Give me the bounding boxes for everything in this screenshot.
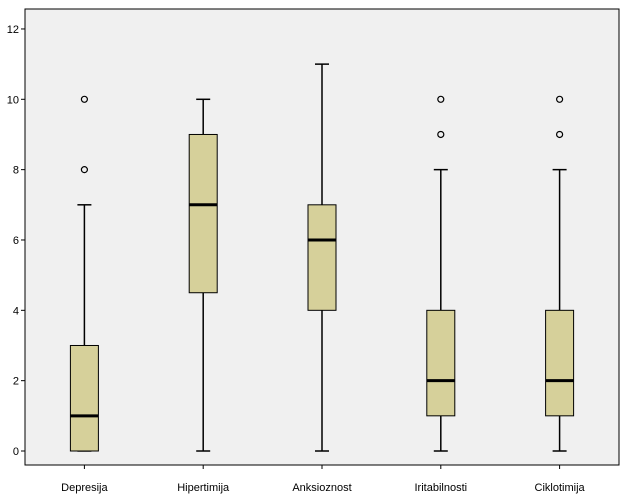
iqr-box bbox=[545, 309, 575, 417]
box-iritabilnosti bbox=[426, 95, 456, 452]
outlier-point bbox=[437, 130, 445, 139]
x-tick-label: Iritabilnosti bbox=[415, 482, 468, 494]
iqr-box bbox=[188, 133, 218, 294]
x-tick-label: Ciklotimija bbox=[535, 482, 586, 494]
y-tick-label: 6 bbox=[13, 235, 19, 247]
y-tick-label: 10 bbox=[7, 94, 19, 106]
outlier-point bbox=[555, 95, 564, 103]
y-tick-label: 4 bbox=[13, 305, 19, 317]
box-series bbox=[69, 63, 575, 452]
x-tick-label: Depresija bbox=[61, 482, 108, 494]
y-tick-label: 2 bbox=[13, 376, 19, 388]
outlier-point bbox=[80, 166, 89, 174]
x-tick-label: Hipertimija bbox=[177, 482, 230, 494]
outlier-point bbox=[437, 95, 445, 103]
y-axis: 0 2 4 6 8 10 12 bbox=[7, 24, 25, 458]
box-depresija bbox=[69, 95, 99, 452]
x-axis: Depresija Hipertimija Anksioznost Iritabiln… bbox=[61, 465, 586, 494]
y-tick-label: 8 bbox=[13, 165, 19, 177]
outlier-point bbox=[80, 95, 89, 103]
box-hipertimija bbox=[188, 98, 218, 452]
outlier-point bbox=[555, 130, 564, 139]
box-ciklotimija bbox=[545, 95, 575, 452]
box-anksioznost bbox=[307, 63, 337, 452]
x-tick-label: Anksioznost bbox=[292, 482, 351, 494]
y-tick-label: 12 bbox=[7, 24, 19, 36]
iqr-box bbox=[69, 344, 99, 452]
iqr-box bbox=[307, 204, 337, 311]
y-tick-label: 0 bbox=[13, 446, 19, 458]
iqr-box bbox=[426, 309, 456, 417]
